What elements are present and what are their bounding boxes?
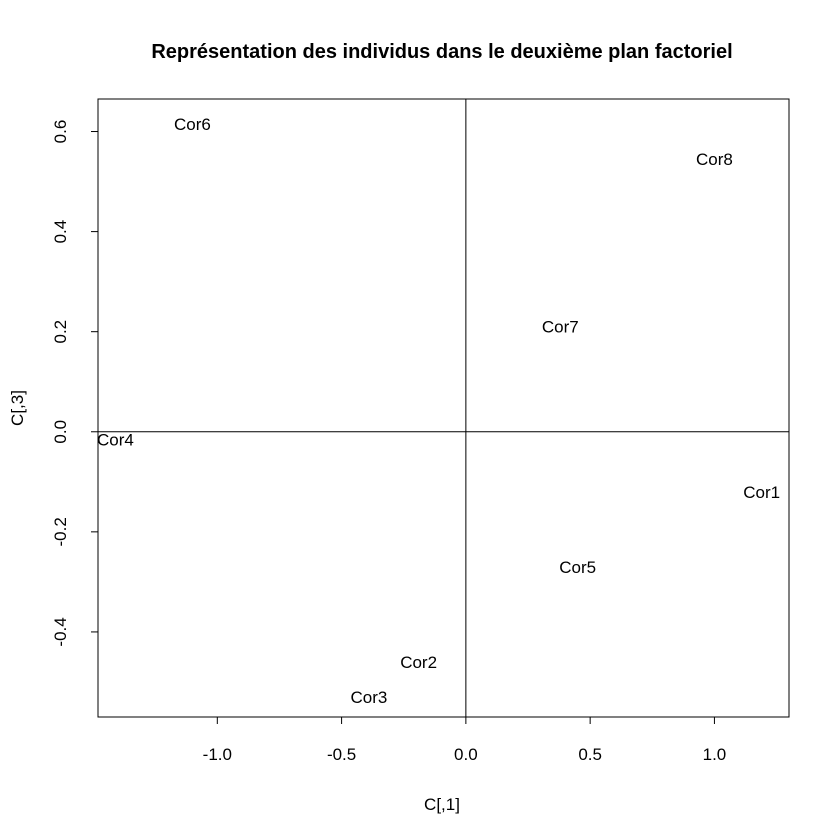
point-label-cor4: Cor4 <box>97 430 134 449</box>
chart-title: Représentation des individus dans le deu… <box>151 41 732 63</box>
point-label-cor2: Cor2 <box>400 653 437 672</box>
x-axis: -1.0 -0.5 0.0 0.5 1.0 <box>203 716 727 764</box>
point-label-cor8: Cor8 <box>696 150 733 169</box>
point-label-cor1: Cor1 <box>743 483 780 502</box>
point-label-cor3: Cor3 <box>351 688 388 707</box>
plot-frame <box>97 98 790 718</box>
x-tick-label: 0.5 <box>578 745 602 764</box>
x-tick-label: -1.0 <box>203 745 232 764</box>
y-axis-label: C[,3] <box>8 390 27 426</box>
y-tick-label: -0.4 <box>51 617 70 646</box>
x-tick-label: 0.0 <box>454 745 478 764</box>
y-axis: -0.4 -0.2 0.0 0.2 0.4 0.6 <box>51 120 99 647</box>
point-label-cor6: Cor6 <box>174 115 211 134</box>
point-label-cor7: Cor7 <box>542 318 579 337</box>
x-axis-label: C[,1] <box>424 795 460 814</box>
point-labels: Cor1 Cor2 Cor3 Cor4 Cor5 Cor6 Cor7 Cor8 <box>97 115 780 707</box>
y-tick-label: 0.2 <box>51 320 70 344</box>
x-tick-label: -0.5 <box>327 745 356 764</box>
point-label-cor5: Cor5 <box>559 558 596 577</box>
x-tick-label: 1.0 <box>703 745 727 764</box>
y-tick-label: 0.4 <box>51 220 70 244</box>
y-tick-label: -0.2 <box>51 517 70 546</box>
reference-lines <box>98 99 789 717</box>
y-tick-label: 0.6 <box>51 120 70 144</box>
y-tick-label: 0.0 <box>51 420 70 444</box>
